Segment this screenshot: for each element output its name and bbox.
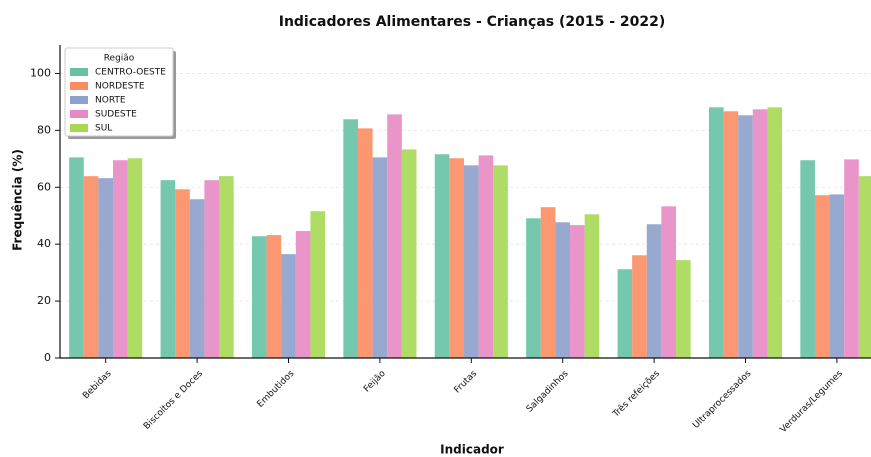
bar [767,107,783,358]
bar [69,157,84,358]
x-tick-label: Bebidas [81,369,114,402]
legend: Região CENTRO-OESTE NORDESTE NORTE SUDESTE SU… [64,47,176,139]
bar [204,180,220,358]
x-tick-label: Verduras/Legumes [779,369,845,435]
x-tick-label: Salgadinhos [525,369,571,415]
bar [478,155,494,358]
legend-swatch [70,110,88,118]
bar [829,194,845,358]
bar [266,235,282,358]
x-tick-label: Três refeições [610,368,662,420]
bar [661,206,677,358]
legend-swatch [70,82,88,90]
bar [632,255,647,358]
y-tick-label: 60 [37,180,51,193]
bar [281,254,296,358]
bar [858,176,871,358]
x-tick-label: Ultraprocessados [691,369,753,431]
bar [723,111,739,358]
y-tick-label: 80 [37,123,51,136]
bar [738,115,753,358]
x-axis-label: Indicador [440,443,504,457]
bar [113,160,128,358]
legend-box [64,47,174,137]
bar [584,214,600,358]
x-tick-label: Feijão [362,368,388,394]
y-tick-label: 100 [30,66,51,79]
x-tick-label: Biscoitos e Doces [142,369,205,432]
y-tick-label: 40 [37,237,51,250]
bar [295,231,311,358]
bar [526,218,541,358]
chart-title: Indicadores Alimentares - Crianças (2015… [279,14,666,30]
bar [310,211,326,358]
bar [800,160,815,358]
x-tick-label: Embutidos [256,369,297,410]
y-tick-label: 20 [37,294,51,307]
bar [219,176,234,358]
bar [540,207,556,358]
bar [814,195,830,358]
bar [449,158,464,358]
legend-swatch [70,124,88,132]
bar [493,165,508,358]
x-tick-label: Frutas [453,369,480,396]
legend-label: SUDESTE [95,110,137,120]
bar [343,119,358,359]
y-tick-label: 0 [44,351,51,364]
legend-label: NORTE [95,96,126,106]
legend-label: NORDESTE [95,82,145,92]
bar [401,149,417,358]
bar [555,222,571,358]
bar [646,224,662,358]
bar [708,107,724,358]
bar [127,158,143,358]
legend-label: SUL [95,124,112,134]
y-axis-label: Frequência (%) [11,149,25,251]
legend-swatch [70,96,88,104]
bar [357,128,373,358]
bar [434,154,450,358]
bar [387,114,402,358]
bar [175,189,190,358]
bar [160,180,176,358]
bar [98,178,114,358]
bar [463,165,479,358]
bar [251,236,267,358]
bar [752,109,768,358]
bar [844,159,859,358]
legend-title: Região [104,54,135,64]
bar [372,157,388,358]
legend-swatch [70,68,88,76]
bar [83,176,99,358]
bar [676,260,691,358]
bar [617,269,633,358]
legend-label: CENTRO-OESTE [95,68,166,78]
bar [189,199,205,358]
bar [570,225,585,358]
